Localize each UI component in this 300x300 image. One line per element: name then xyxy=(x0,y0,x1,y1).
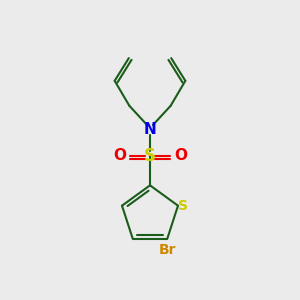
Text: S: S xyxy=(144,147,156,165)
Text: S: S xyxy=(178,199,188,213)
Text: Br: Br xyxy=(159,243,176,257)
Text: N: N xyxy=(144,122,156,137)
Text: O: O xyxy=(113,148,126,164)
Text: O: O xyxy=(174,148,187,164)
